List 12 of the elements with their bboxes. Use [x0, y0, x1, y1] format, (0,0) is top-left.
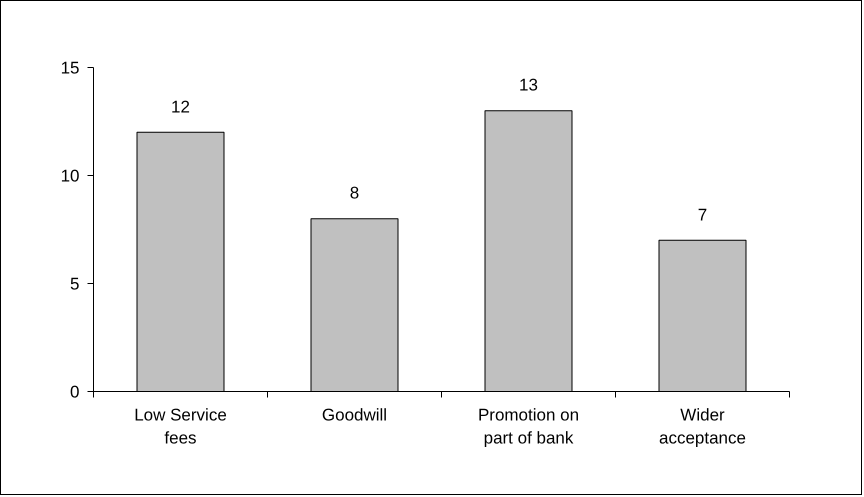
- x-tick-label: Low Service fees: [134, 406, 227, 448]
- y-tick-label: 15: [60, 58, 80, 78]
- y-tick-label: 10: [60, 166, 80, 186]
- data-label: 13: [519, 76, 538, 95]
- data-label: 12: [171, 97, 190, 116]
- data-label: 8: [350, 184, 360, 203]
- y-tick-label: 0: [70, 382, 80, 402]
- data-label: 7: [698, 205, 708, 224]
- x-tick-label: Wider acceptance: [659, 406, 746, 448]
- x-tick-label: Promotion on part of bank: [478, 406, 580, 448]
- y-tick-label: 5: [70, 274, 80, 294]
- x-tick-label: Goodwill: [322, 406, 388, 424]
